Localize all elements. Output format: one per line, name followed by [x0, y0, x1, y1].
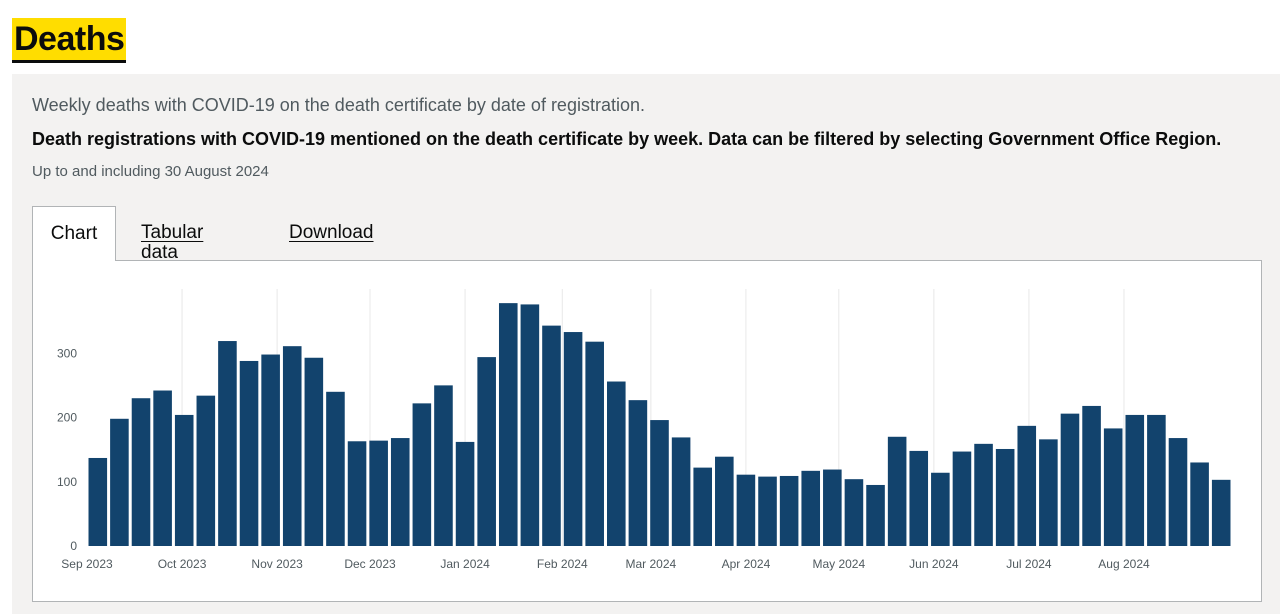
tab-download[interactable]: Download — [289, 222, 374, 243]
last-updated-text: Up to and including 30 August 2024 — [32, 163, 269, 180]
dashboard-card: Weekly deaths with COVID-19 on the death… — [12, 74, 1280, 614]
bar[interactable] — [758, 476, 777, 546]
bar[interactable] — [520, 304, 540, 546]
x-tick-label: Mar 2024 — [626, 557, 677, 571]
bar[interactable] — [1147, 414, 1166, 546]
bar[interactable] — [218, 341, 237, 546]
bar[interactable] — [304, 357, 324, 546]
bar[interactable] — [650, 420, 669, 546]
bar[interactable] — [282, 346, 302, 546]
bar[interactable] — [671, 437, 691, 546]
x-tick-label: Nov 2023 — [251, 557, 303, 571]
y-tick-label: 100 — [57, 475, 77, 489]
bar[interactable] — [736, 474, 756, 546]
bar[interactable] — [412, 403, 432, 546]
bar[interactable] — [974, 443, 993, 546]
bar[interactable] — [607, 381, 626, 546]
bar[interactable] — [909, 450, 929, 546]
bar[interactable] — [88, 457, 108, 546]
bar[interactable] — [326, 391, 345, 546]
x-tick-label: Jun 2024 — [909, 557, 959, 571]
bar[interactable] — [801, 470, 821, 546]
bar[interactable] — [693, 467, 712, 546]
card-description: Death registrations with COVID-19 mentio… — [32, 129, 1222, 149]
tab-tabular-data[interactable]: Tabular data — [141, 222, 204, 263]
bar[interactable] — [261, 354, 280, 546]
bar[interactable] — [1211, 479, 1231, 546]
bar[interactable] — [542, 325, 561, 546]
x-tick-label: May 2024 — [812, 557, 865, 571]
bar[interactable] — [866, 484, 885, 546]
bar[interactable] — [887, 436, 907, 546]
bar[interactable] — [995, 448, 1015, 546]
x-tick-label: Jan 2024 — [440, 557, 490, 571]
bar[interactable] — [844, 479, 864, 546]
bar[interactable] — [628, 400, 648, 546]
deaths-bar-chart: 0 100 200 300 Sep 2023 Oct 2023 Nov 2023 Dec 20… — [57, 289, 1231, 571]
bar[interactable] — [455, 441, 475, 546]
x-tick-label: Jul 2024 — [1006, 557, 1052, 571]
y-tick-label: 200 — [57, 411, 77, 425]
bar[interactable] — [779, 475, 799, 546]
bar[interactable] — [498, 303, 518, 546]
bar[interactable] — [715, 456, 734, 546]
bar[interactable] — [434, 385, 453, 546]
x-tick-label: Aug 2024 — [1098, 557, 1150, 571]
bar[interactable] — [110, 418, 129, 546]
chart-panel: 0 100 200 300 Sep 2023 Oct 2023 Nov 2023 Dec 20… — [32, 260, 1262, 602]
bar[interactable] — [563, 332, 583, 546]
bar[interactable] — [823, 469, 842, 546]
bar[interactable] — [585, 341, 604, 546]
bar[interactable] — [1060, 413, 1080, 546]
tab-chart[interactable]: Chart — [32, 206, 116, 261]
bar[interactable] — [1168, 438, 1188, 546]
bar[interactable] — [196, 395, 216, 546]
bar[interactable] — [390, 438, 410, 546]
x-tick-label: Feb 2024 — [537, 557, 588, 571]
bar[interactable] — [153, 390, 172, 546]
y-tick-label: 0 — [70, 539, 77, 553]
page-title: Deaths — [12, 18, 127, 63]
card-subtitle: Weekly deaths with COVID-19 on the death… — [32, 95, 645, 115]
bar[interactable] — [1103, 428, 1123, 546]
bar[interactable] — [1039, 439, 1058, 546]
bar[interactable] — [347, 441, 367, 546]
x-tick-label: Sep 2023 — [61, 557, 113, 571]
bar[interactable] — [1017, 425, 1037, 546]
bar[interactable] — [369, 440, 388, 546]
bar[interactable] — [1082, 405, 1101, 546]
bar[interactable] — [952, 451, 972, 546]
x-tick-label: Dec 2023 — [344, 557, 396, 571]
bar[interactable] — [477, 357, 496, 546]
bar[interactable] — [1125, 414, 1145, 546]
bar[interactable] — [131, 398, 151, 546]
y-tick-label: 300 — [57, 346, 77, 360]
x-tick-label: Oct 2023 — [158, 557, 207, 571]
bar[interactable] — [174, 414, 194, 546]
bar[interactable] — [239, 360, 259, 546]
x-tick-label: Apr 2024 — [722, 557, 771, 571]
bar[interactable] — [1190, 462, 1209, 546]
bar[interactable] — [931, 472, 950, 546]
